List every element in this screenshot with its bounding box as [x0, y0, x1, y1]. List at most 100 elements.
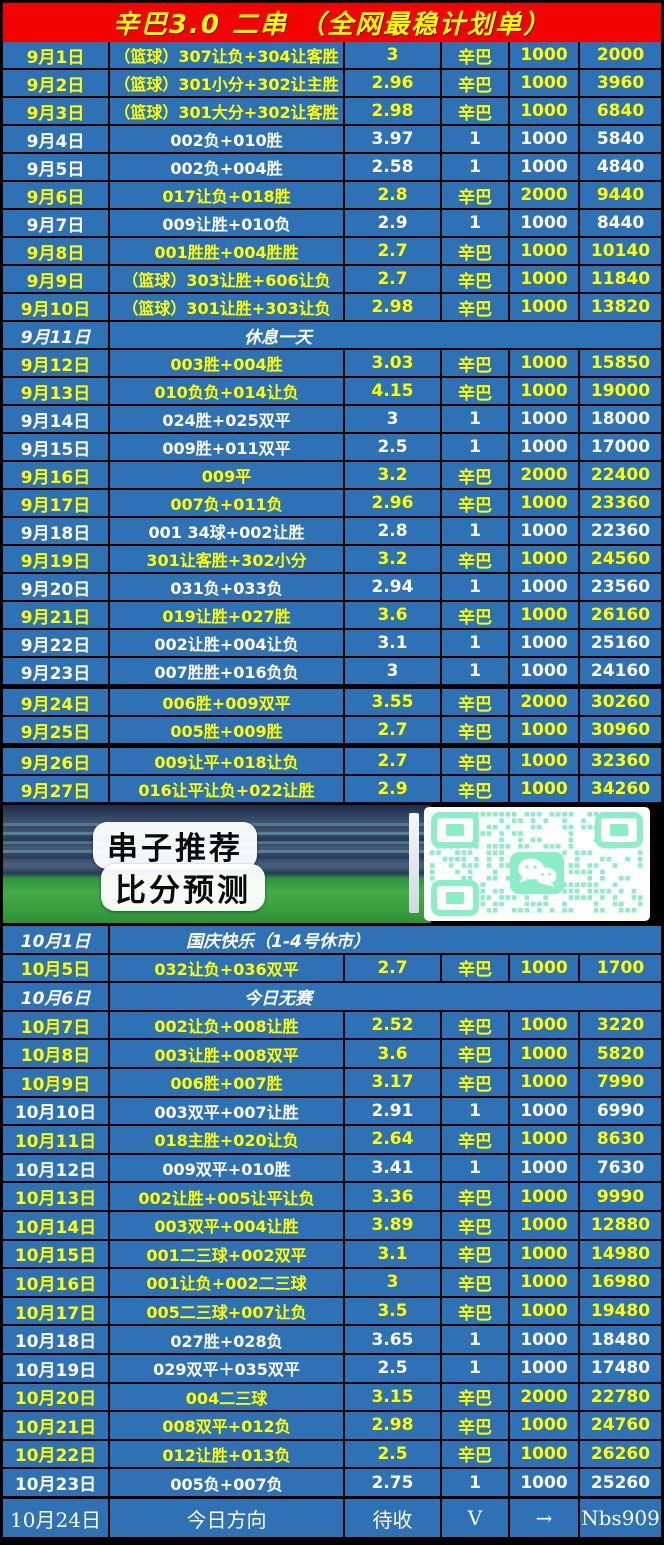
cell-result: 1 — [442, 1326, 510, 1353]
cell-total: 24560 — [590, 549, 651, 569]
cell-stake: 1000 — [510, 126, 580, 152]
cell-note: 今日无赛 — [244, 988, 312, 1009]
cell-result: 1 — [442, 1097, 510, 1125]
cell-stake: 1000 — [510, 378, 580, 404]
cell-stake: 1000 — [510, 1354, 580, 1382]
cell-odds: 2.9 — [345, 776, 442, 802]
cell-odds: 3.1 — [345, 630, 442, 656]
cell-bet: 002负+004胜 — [110, 154, 345, 180]
cell-result: V — [442, 1499, 510, 1537]
cell-stake: 1000 — [510, 518, 580, 544]
cell-odds: 2.9 — [345, 210, 442, 236]
cell-total: 16980 — [590, 1272, 651, 1293]
table-row: 10月13日 002让胜+005让平让负 3.36 辛巴 1000 9990 — [3, 1183, 661, 1212]
cell-result: 辛巴 — [442, 182, 510, 208]
cell-odds: 2.7 — [345, 266, 442, 292]
cell-odds: 2.64 — [345, 1126, 442, 1153]
cell-result: 1 — [442, 1154, 510, 1182]
table-row: 9月9日 （篮球）303让胜+606让负 2.7 辛巴 1000 11840 — [3, 266, 661, 294]
cell-odds: 4.15 — [345, 378, 442, 404]
table-row: 9月26日 009让平+018让负 2.7 辛巴 1000 32360 — [3, 745, 661, 776]
table-row: 9月1日 （篮球）307让负+304让客胜 3 辛巴 1000 2000 — [3, 42, 661, 70]
cell-result: 1 — [442, 630, 510, 656]
cell-bet: 018主胜+020让负 — [110, 1126, 345, 1153]
cell-stake: 1000 — [510, 1154, 580, 1182]
cell-bet: 009胜+011双平 — [110, 434, 345, 460]
cell-odds: 3.41 — [345, 1154, 442, 1182]
cell-result: 辛巴 — [442, 1383, 510, 1411]
cell-bet: 010负负+014让负 — [110, 378, 345, 404]
table-row: 9月27日 016让平让负+022让胜 2.9 辛巴 1000 34260 — [3, 776, 661, 804]
cell-stake: 1000 — [510, 1011, 580, 1039]
cell-result: 1 — [442, 406, 510, 432]
cell-total: 8630 — [596, 1129, 645, 1150]
cell-total: 22400 — [590, 465, 651, 485]
cell-bet: 032让负+036双平 — [110, 954, 345, 982]
table-row: 10月5日 032让负+036双平 2.7 辛巴 1000 1700 — [3, 954, 661, 984]
cell-odds: 3.65 — [345, 1326, 442, 1353]
cell-stake: 1000 — [510, 1412, 580, 1439]
cell-result: 1 — [442, 434, 510, 460]
cell-result: 辛巴 — [442, 689, 510, 715]
cell-stake: 1000 — [510, 266, 580, 292]
table-row: 9月5日 002负+004胜 2.58 1 1000 4840 — [3, 154, 661, 182]
cell-date: 10月17日 — [3, 1297, 110, 1325]
cell-bet: 031负+033负 — [110, 574, 345, 600]
cell-total: 9440 — [596, 185, 645, 205]
cell-bet: 016让平让负+022让胜 — [110, 776, 345, 802]
cell-total: 17000 — [590, 437, 651, 457]
cell-odds: 2.98 — [345, 98, 442, 124]
cell-bet: 003胜+004胜 — [110, 350, 345, 376]
cell-result: 辛巴 — [442, 238, 510, 264]
cell-total: 19480 — [590, 1301, 651, 1322]
brand-label: Nbs909 — [581, 1506, 660, 1530]
cell-bet: （篮球）303让胜+606让负 — [110, 266, 345, 292]
cell-odds: 待收 — [345, 1499, 442, 1537]
table-row: 9月16日 009平 3.2 辛巴 2000 22400 — [3, 462, 661, 490]
cell-odds: 3 — [345, 406, 442, 432]
table-row: 10月12日 009双平+010胜 3.41 1 1000 7630 — [3, 1154, 661, 1184]
cell-bet: 001胜胜+004胜胜 — [110, 238, 345, 264]
table-row: 9月20日 031负+033负 2.94 1 1000 23560 — [3, 574, 661, 602]
table-row: 9月6日 017让负+018胜 2.8 辛巴 2000 9440 — [3, 182, 661, 210]
cell-stake: 1000 — [510, 630, 580, 656]
cell-result: 1 — [442, 1354, 510, 1382]
cell-result: 辛巴 — [442, 42, 510, 68]
today-row: 10月24日 今日方向 待收 V → Nbs909 — [3, 1498, 661, 1541]
cell-date: 9月3日 — [3, 98, 110, 124]
cell-bet: （篮球）307让负+304让客胜 — [110, 42, 345, 68]
cell-date: 10月22日 — [3, 1440, 110, 1468]
table-row: 9月13日 010负负+014让负 4.15 辛巴 1000 19000 — [3, 378, 661, 406]
cell-bet: 009平 — [110, 462, 345, 488]
cell-stake: 1000 — [510, 1440, 580, 1468]
cell-stake: 1000 — [510, 1269, 580, 1296]
cell-result: 辛巴 — [442, 1412, 510, 1439]
cell-bet: 005二三球+007让负 — [110, 1297, 345, 1325]
cell-result: 1 — [442, 1469, 510, 1496]
table-row: 10月6日 今日无赛 — [3, 983, 661, 1012]
cell-date: 9月16日 — [3, 462, 110, 488]
cell-date: 9月4日 — [3, 126, 110, 152]
cell-stake: 1000 — [510, 776, 580, 802]
cell-date: 9月15日 — [3, 434, 110, 460]
cell-bet: 今日方向 — [110, 1499, 345, 1537]
cell-bet: 029双平＋035双平 — [110, 1354, 345, 1382]
cell-stake: 1000 — [510, 1211, 580, 1239]
cell-result: 1 — [442, 658, 510, 684]
cell-total: 7990 — [596, 1072, 645, 1093]
cell-total: 11840 — [590, 269, 651, 289]
table-row: 9月2日 （篮球）301小分+302让主胜 2.96 辛巴 1000 3960 — [3, 70, 661, 98]
cell-total: 5820 — [596, 1043, 645, 1064]
table-row: 9月7日 009让胜+010负 2.9 1 1000 8440 — [3, 210, 661, 238]
cell-result: 辛巴 — [442, 266, 510, 292]
cell-result: 辛巴 — [442, 748, 510, 774]
cell-stake: 1000 — [510, 748, 580, 774]
cell-bet: 002负+010胜 — [110, 126, 345, 152]
cell-total: 23560 — [590, 577, 651, 597]
cell-total: 7630 — [596, 1158, 645, 1179]
table-row: 10月19日 029双平＋035双平 2.5 1 1000 17480 — [3, 1354, 661, 1384]
cell-total: 25260 — [590, 1472, 651, 1493]
cell-date: 9月5日 — [3, 154, 110, 180]
cell-odds: 2.7 — [345, 717, 442, 743]
cell-date: 9月20日 — [3, 574, 110, 600]
